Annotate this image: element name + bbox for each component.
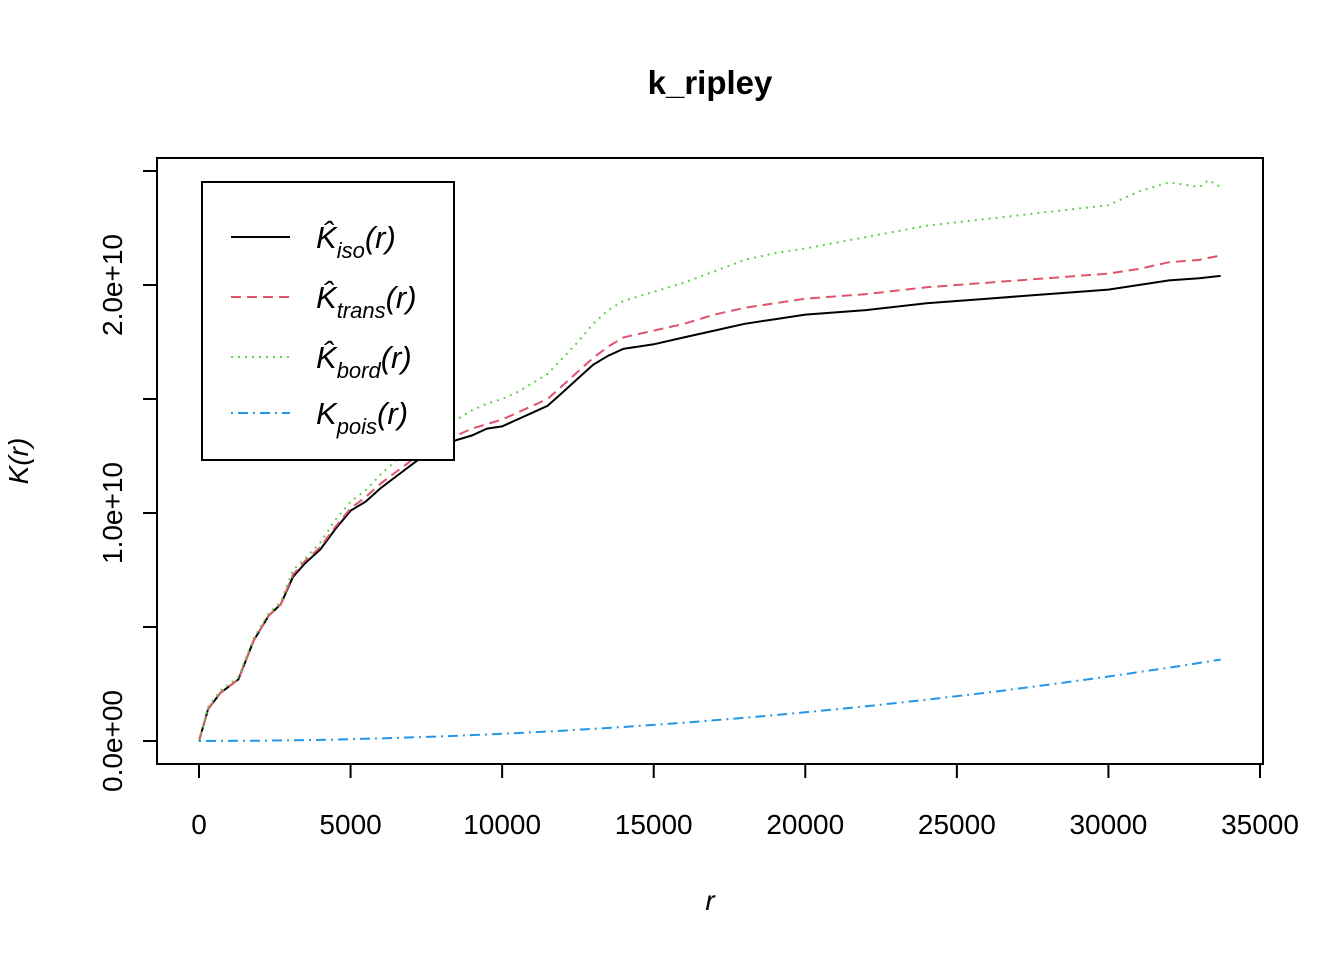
y-tick-label: 1.0e+10 bbox=[97, 462, 128, 564]
x-tick-label: 10000 bbox=[463, 809, 541, 840]
x-tick-label: 0 bbox=[191, 809, 207, 840]
y-axis-label: K(r) bbox=[3, 438, 34, 485]
x-axis: 0 5000 10000 15000 20000 25000 30000 35000 bbox=[191, 763, 1299, 840]
y-tick-label: 0.0e+00 bbox=[97, 690, 128, 792]
series-line-bord bbox=[198, 178, 1222, 742]
y-axis: 0.0e+00 1.0e+10 2.0e+10 bbox=[97, 170, 158, 792]
legend-label-bord: K̂bord(r) bbox=[316, 339, 412, 383]
legend-label-iso: K̂iso(r) bbox=[316, 219, 396, 263]
y-tick-label: 2.0e+10 bbox=[97, 234, 128, 336]
series-layer bbox=[198, 178, 1222, 742]
x-tick-label: 5000 bbox=[319, 809, 381, 840]
x-tick-label: 35000 bbox=[1221, 809, 1299, 840]
x-axis-label: r bbox=[705, 885, 716, 916]
legend-label-pois: Kpois(r) bbox=[316, 396, 408, 439]
series-line-iso bbox=[198, 274, 1221, 742]
series-line-trans bbox=[198, 254, 1221, 742]
x-tick-label: 30000 bbox=[1069, 809, 1147, 840]
legend-label-trans: K̂trans(r) bbox=[316, 279, 417, 323]
x-tick-label: 20000 bbox=[766, 809, 844, 840]
x-tick-label: 15000 bbox=[615, 809, 693, 840]
series-line-pois bbox=[198, 658, 1221, 742]
legend: K̂iso(r) K̂trans(r) K̂bord(r) Kpois(r) bbox=[201, 181, 455, 461]
x-tick-label: 25000 bbox=[918, 809, 996, 840]
chart-title: k_ripley bbox=[648, 64, 773, 101]
